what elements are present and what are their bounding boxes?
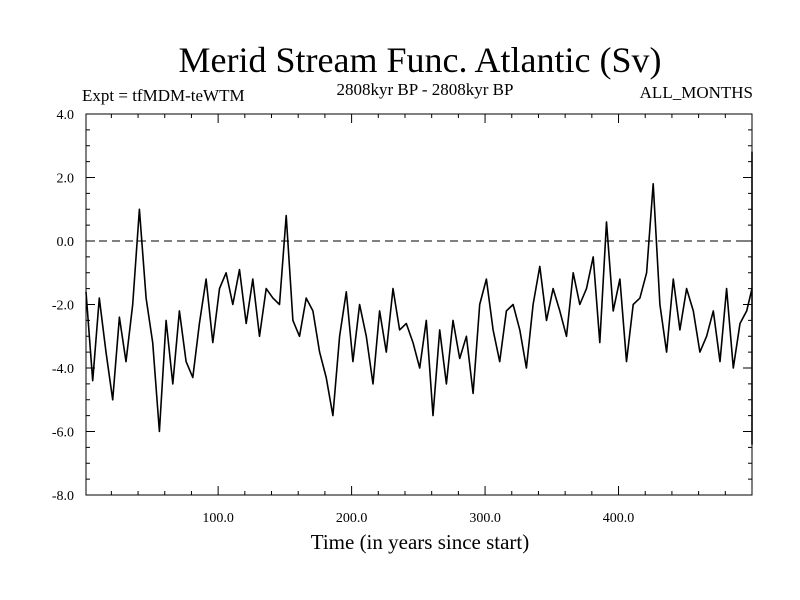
x-tick-label: 400.0 [603, 511, 635, 526]
x-tick-label: 300.0 [469, 511, 501, 526]
experiment-label: Expt = tfMDM-teWTM [82, 86, 245, 105]
period-label: 2808kyr BP - 2808kyr BP [337, 80, 514, 99]
y-axis: 4.0 2.0 0.0 -2.0 -4.0 -6.0 -8.0 [52, 108, 752, 504]
y-tick-label: -2.0 [52, 299, 74, 314]
y-tick-label: -8.0 [52, 489, 74, 504]
x-axis: 100.0 200.0 300.0 400.0 [110, 114, 726, 526]
y-tick-label: -6.0 [52, 426, 74, 441]
x-tick-label: 200.0 [336, 511, 368, 526]
x-axis-label: Time (in years since start) [311, 530, 530, 554]
chart-title: Merid Stream Func. Atlantic (Sv) [179, 40, 662, 80]
months-label: ALL_MONTHS [640, 83, 753, 102]
plot-frame [85, 113, 753, 496]
y-tick-label: 0.0 [57, 235, 75, 250]
y-tick-label: 4.0 [57, 108, 75, 123]
x-tick-label: 100.0 [202, 511, 234, 526]
y-tick-label: -4.0 [52, 362, 74, 377]
y-tick-label: 2.0 [57, 172, 75, 187]
data-series-line [85, 151, 753, 446]
